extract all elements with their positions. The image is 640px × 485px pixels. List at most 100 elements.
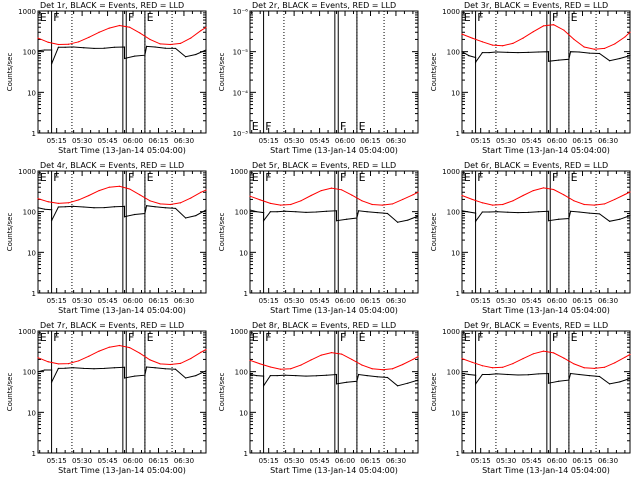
series-events-point: [598, 213, 601, 215]
x-tick-label: 06:00: [123, 297, 143, 305]
series-events-point: [407, 219, 409, 221]
series-events-point: [588, 52, 590, 54]
series-events-point: [83, 47, 85, 49]
region-label: E: [571, 11, 578, 24]
series-lld-point: [205, 26, 207, 29]
series-events-point: [386, 212, 389, 215]
series-events-point: [474, 56, 477, 59]
series-events-point: [276, 375, 278, 377]
series-events-point: [346, 381, 348, 383]
series-events-point: [285, 374, 287, 376]
series-lld-line: [37, 185, 207, 206]
y-axis-label: Counts/sec: [430, 53, 438, 92]
y-axis-label: Counts/sec: [6, 373, 14, 412]
series-lld-point: [300, 200, 302, 202]
series-events-point: [71, 46, 73, 48]
y-tick-label: 100: [447, 369, 460, 377]
plot-frame: [249, 10, 419, 134]
series-events-point: [335, 210, 338, 212]
panel-title: Det 7r, BLACK = Events, RED = LLD: [40, 321, 184, 330]
y-tick-label: 100: [23, 369, 36, 377]
series-lld-point: [512, 362, 514, 365]
series-lld-point: [320, 354, 322, 356]
series-events-point: [619, 218, 621, 220]
series-events-point: [474, 61, 477, 63]
series-lld-point: [491, 204, 494, 206]
region-label: F: [552, 11, 558, 24]
series-lld-point: [614, 198, 616, 201]
x-tick-label: 06:30: [386, 137, 406, 145]
x-axis-label: Start Time (13-Jan-14 05:04:00): [270, 146, 398, 155]
region-label: F: [128, 331, 134, 344]
series-events-point: [315, 211, 317, 213]
y-tick-label: 10: [239, 409, 248, 417]
series-events-point: [205, 209, 207, 211]
series-lld-point: [361, 200, 363, 202]
series-events-point: [358, 210, 360, 212]
series-lld-point: [269, 366, 271, 368]
panel-det-2r: Det 2r, BLACK = Events, RED = LLD 10⁻³ 10⁻…: [218, 1, 419, 155]
series-lld-point: [118, 24, 121, 27]
x-tick-label: 05:45: [97, 297, 117, 305]
series-lld-point: [108, 186, 110, 188]
series-events-point: [558, 218, 560, 220]
series-events-point: [609, 383, 611, 385]
region-label: F: [128, 11, 134, 24]
series-events-line: [461, 51, 631, 64]
x-tick-label: 06:30: [598, 457, 618, 465]
series-lld-point: [522, 194, 524, 197]
series-lld-point: [563, 357, 565, 359]
y-tick-label: 1: [456, 450, 460, 458]
region-label: E: [464, 331, 471, 344]
series-events-line: [37, 45, 207, 65]
series-lld-point: [129, 26, 131, 28]
series-lld-point: [461, 194, 463, 197]
series-lld-point: [118, 344, 121, 347]
panel-det-8r: Det 8r, BLACK = Events, RED = LLD 1 10 100 1…: [218, 321, 419, 475]
series-lld-point: [351, 358, 353, 361]
series-events-point: [376, 211, 378, 214]
series-lld-point: [149, 200, 151, 202]
series-events-point: [57, 46, 59, 48]
series-events-point: [417, 215, 419, 217]
series-lld-point: [563, 29, 565, 31]
y-tick-label: 1000: [18, 328, 36, 336]
region-label: E: [147, 171, 154, 184]
series-events-point: [249, 209, 251, 211]
series-lld-point: [412, 194, 414, 196]
series-lld-point: [471, 361, 473, 363]
series-events-point: [174, 47, 177, 50]
y-tick-label: 1: [32, 130, 36, 138]
plot-frame: [37, 170, 207, 294]
series-events-point: [386, 376, 389, 379]
panel-det-7r: Det 7r, BLACK = Events, RED = LLD 1 10 100 1…: [6, 321, 207, 475]
series-events-point: [64, 206, 66, 208]
y-axis-label: Counts/sec: [218, 213, 226, 252]
x-tick-label: 06:00: [335, 457, 355, 465]
region-label: F: [477, 331, 483, 344]
series-events-point: [468, 373, 470, 376]
series-events-point: [123, 205, 126, 207]
series-events-point: [44, 49, 46, 51]
series-lld-point: [330, 351, 333, 354]
series-events-point: [537, 373, 539, 375]
region-label: F: [552, 331, 558, 344]
series-events-point: [154, 367, 156, 369]
series-lld-point: [129, 188, 131, 190]
series-events-point: [50, 63, 53, 65]
series-lld-point: [512, 42, 514, 44]
series-lld-point: [491, 367, 494, 369]
series-events-point: [113, 367, 115, 369]
y-axis-label: Counts/sec: [6, 213, 14, 252]
x-tick-label: 06:00: [123, 137, 143, 145]
y-tick-label: 1000: [18, 168, 36, 176]
region-label: E: [40, 11, 47, 24]
series-lld-line: [249, 187, 419, 206]
series-events-point: [71, 205, 73, 207]
series-lld-point: [190, 37, 192, 39]
series-events-point: [366, 375, 368, 377]
region-label: E: [252, 171, 259, 184]
series-events-point: [629, 55, 631, 57]
panel-det-3r: Det 3r, BLACK = Events, RED = LLD 1 10 100 1…: [430, 1, 631, 155]
x-tick-label: 05:30: [496, 137, 516, 145]
